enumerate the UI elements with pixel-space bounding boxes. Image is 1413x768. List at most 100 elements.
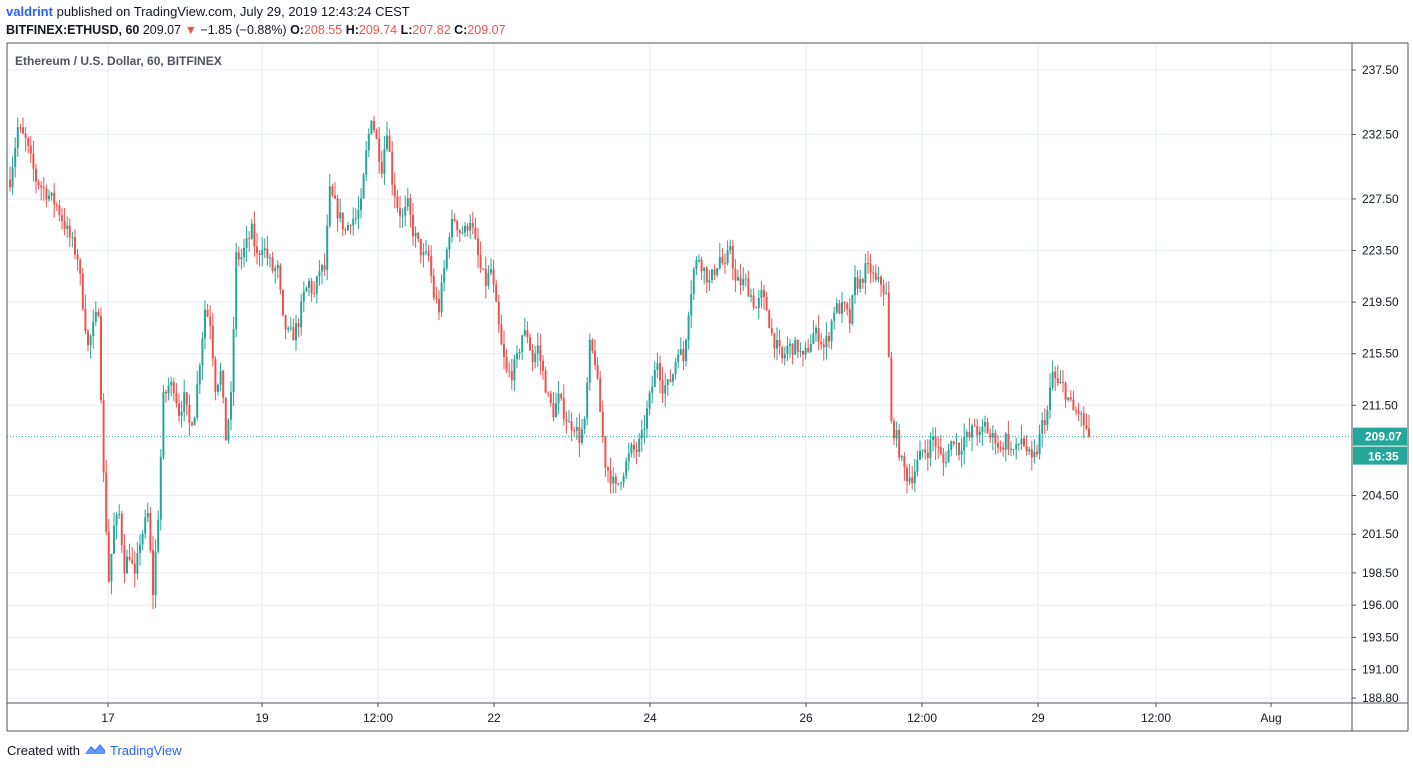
candle xyxy=(698,254,700,264)
candle-body xyxy=(791,343,794,355)
candle-body xyxy=(513,359,516,381)
candle xyxy=(1069,389,1072,402)
candle xyxy=(731,240,734,281)
candle-body xyxy=(581,429,583,443)
candle xyxy=(224,397,227,441)
candle xyxy=(58,200,61,222)
candle-body xyxy=(638,438,641,452)
candle-body xyxy=(518,351,521,354)
candle-body xyxy=(770,327,773,334)
candle-body xyxy=(526,330,529,338)
x-tick-label: 24 xyxy=(643,711,657,725)
candle xyxy=(692,266,695,301)
candle xyxy=(809,334,812,353)
candle-body xyxy=(497,301,500,325)
candle xyxy=(937,436,940,459)
candle xyxy=(336,194,339,232)
candle-body xyxy=(354,218,357,220)
y-tick-label: 191.00 xyxy=(1362,663,1399,677)
candle xyxy=(144,509,147,539)
candle-body xyxy=(427,251,430,257)
candle xyxy=(451,209,453,243)
candle-body xyxy=(1012,448,1015,450)
candle xyxy=(297,318,300,338)
candle-body xyxy=(393,184,396,197)
candle xyxy=(193,416,196,426)
candle xyxy=(1015,437,1018,460)
candle xyxy=(646,400,648,438)
candle xyxy=(235,242,238,337)
candle xyxy=(495,280,498,302)
candle-body xyxy=(778,340,781,347)
candle-body xyxy=(703,267,706,272)
footer: Created with TradingView xyxy=(7,742,182,760)
candle-body xyxy=(178,403,180,416)
candle xyxy=(295,314,297,351)
candle-body xyxy=(874,272,877,280)
candle-body xyxy=(872,272,875,274)
candle xyxy=(487,265,490,290)
candle-body xyxy=(451,218,453,238)
candle-body xyxy=(713,269,716,276)
candle-body xyxy=(136,552,139,574)
candle-body xyxy=(365,150,368,175)
candle-body xyxy=(118,513,121,516)
candle-body xyxy=(74,237,76,255)
candle-body xyxy=(367,133,370,151)
candle-body xyxy=(258,253,261,256)
candle xyxy=(856,270,859,296)
candle xyxy=(279,263,282,295)
candle xyxy=(763,284,765,310)
candle xyxy=(445,247,448,272)
candle xyxy=(1072,390,1075,411)
candle-body xyxy=(614,476,617,484)
candle-body xyxy=(1059,381,1062,384)
candle-body xyxy=(274,268,277,271)
candle-body xyxy=(648,392,651,409)
candle-body xyxy=(279,264,282,290)
candle-body xyxy=(729,245,732,251)
candle-body xyxy=(594,351,596,366)
candle xyxy=(360,188,362,219)
candle xyxy=(872,265,875,282)
candle-body xyxy=(159,456,162,520)
y-tick-label: 237.50 xyxy=(1362,63,1399,77)
candle-body xyxy=(521,335,524,352)
candle xyxy=(830,319,833,350)
change-down-icon: ▼ xyxy=(184,23,197,37)
candle-body xyxy=(986,422,989,434)
candle xyxy=(308,277,310,296)
candle-body xyxy=(256,246,258,254)
candle-body xyxy=(113,525,115,554)
candle xyxy=(640,419,643,452)
candle-body xyxy=(562,398,565,419)
candle xyxy=(581,418,583,446)
author-name[interactable]: valdrint xyxy=(6,4,53,19)
candle-body xyxy=(539,345,542,361)
candle xyxy=(323,253,326,276)
candle-body xyxy=(744,278,747,280)
tradingview-brand-link[interactable]: TradingView xyxy=(109,743,182,758)
candle xyxy=(118,504,121,519)
candle-body xyxy=(877,276,880,280)
candle-body xyxy=(773,333,776,349)
candle-body xyxy=(508,370,511,372)
y-tick-label: 219.50 xyxy=(1362,295,1399,309)
x-tick-label: 29 xyxy=(1031,711,1045,725)
candle xyxy=(531,343,534,372)
candle-body xyxy=(760,290,763,298)
candle-body xyxy=(786,345,789,355)
candle xyxy=(1004,432,1007,462)
candle xyxy=(292,318,295,341)
candle xyxy=(765,291,768,311)
candle xyxy=(568,410,570,423)
candle-body xyxy=(1088,428,1090,437)
candle xyxy=(747,270,750,297)
candle xyxy=(110,553,113,595)
candle-body xyxy=(757,297,760,309)
candle xyxy=(1064,381,1067,408)
candle-body xyxy=(913,471,916,484)
candle-body xyxy=(529,337,531,351)
candle xyxy=(625,457,628,480)
